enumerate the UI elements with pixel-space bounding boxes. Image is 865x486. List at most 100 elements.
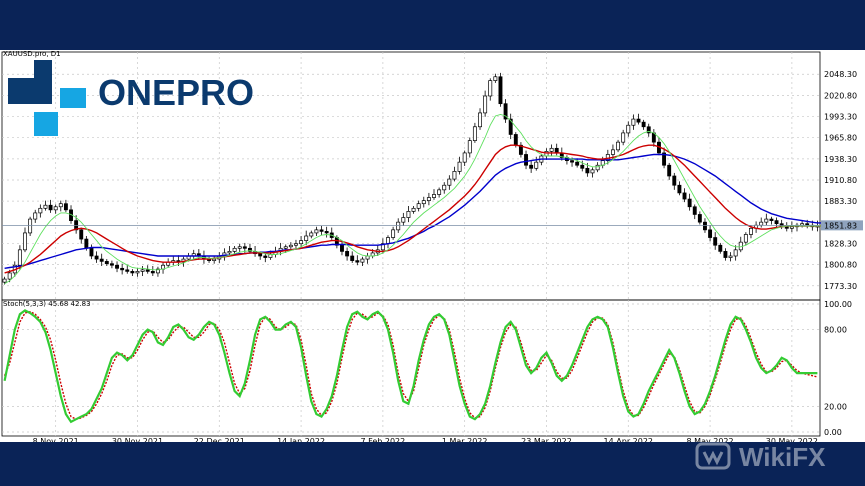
candle	[718, 242, 723, 254]
stoch-tick-label: 0.00	[824, 428, 842, 437]
candle	[125, 264, 130, 274]
candle	[294, 239, 298, 249]
candle	[462, 150, 467, 166]
candle-body	[406, 211, 411, 218]
price-axis: 2048.30 2020.80 1993.30 1965.80 1938.30 1910.…	[824, 70, 857, 291]
candle-body	[340, 244, 344, 252]
candle-body	[646, 126, 651, 134]
candle	[191, 249, 196, 260]
candle-body	[150, 271, 155, 274]
candle	[575, 158, 580, 168]
candle	[564, 155, 569, 165]
candle-body	[759, 221, 764, 226]
candle-body	[58, 203, 63, 208]
candle	[365, 252, 370, 264]
time-tick-label: 8 Nov 2021	[33, 437, 79, 442]
candle-body	[529, 164, 534, 169]
candle-body	[595, 164, 600, 171]
candle	[299, 236, 304, 248]
candle	[437, 187, 442, 198]
candle-body	[33, 212, 38, 220]
candle	[493, 73, 498, 83]
candle-body	[483, 95, 488, 114]
candle-body	[242, 246, 247, 249]
candle	[99, 253, 104, 266]
candle	[626, 121, 631, 137]
candle	[150, 266, 155, 276]
candle	[304, 230, 309, 246]
candle	[667, 162, 672, 180]
candle	[360, 256, 365, 266]
candle	[227, 246, 232, 256]
candle-body	[667, 164, 672, 177]
candle	[161, 262, 165, 274]
candle	[728, 252, 733, 262]
candle	[115, 261, 119, 273]
candle	[651, 129, 656, 147]
brand-logo: ONEPRO	[8, 60, 278, 140]
candle	[38, 204, 43, 218]
candle-body	[263, 255, 268, 258]
stochastic-lines	[3, 309, 818, 424]
candle-body	[478, 112, 482, 128]
candle	[104, 259, 109, 266]
candle-body	[534, 161, 539, 169]
candle	[53, 204, 58, 214]
candle-body	[258, 253, 263, 257]
candle	[28, 216, 33, 236]
candle-body	[610, 149, 615, 155]
candle-body	[135, 271, 140, 274]
candle-body	[309, 232, 314, 237]
brand-wordmark: ONEPRO	[98, 72, 254, 114]
candle	[534, 156, 539, 171]
price-tick-label: 2020.80	[824, 91, 857, 100]
candle-body	[467, 140, 472, 154]
candle	[324, 226, 329, 238]
candle-body	[636, 118, 641, 123]
candle-body	[493, 76, 498, 81]
candle-body	[38, 207, 43, 214]
candle	[769, 216, 774, 225]
candle-body	[391, 229, 396, 238]
grid	[1, 51, 821, 437]
candle	[447, 175, 452, 190]
ma-fast-line	[4, 114, 828, 285]
candle-body	[437, 189, 442, 195]
candle	[759, 217, 764, 228]
candle-body	[488, 80, 493, 97]
candle	[549, 144, 554, 156]
time-tick-label: 23 Mar 2022	[521, 437, 572, 442]
candle-body	[570, 160, 574, 163]
candle	[616, 139, 621, 153]
candle-body	[227, 251, 232, 254]
price-tick-label: 1910.80	[824, 176, 857, 185]
candle-body	[125, 269, 130, 272]
candle-body	[575, 161, 580, 166]
candle-body	[304, 235, 309, 241]
candle-body	[513, 134, 518, 146]
time-tick-label: 7 Feb 2022	[361, 437, 406, 442]
candle-body	[524, 154, 528, 166]
candle	[120, 263, 125, 275]
candle	[508, 113, 513, 140]
candle	[345, 247, 350, 261]
candle	[590, 167, 595, 178]
candle	[631, 114, 636, 130]
candle-body	[447, 178, 452, 186]
candle	[283, 244, 288, 253]
candle-body	[723, 251, 728, 258]
price-tick-label: 1883.30	[824, 197, 857, 206]
candle	[391, 226, 396, 240]
price-tick-label: 1828.30	[824, 239, 857, 248]
candle	[457, 156, 462, 175]
candle-body	[697, 214, 702, 223]
price-tick-label: 1965.80	[824, 134, 857, 143]
candle	[452, 166, 457, 182]
candle-body	[789, 226, 794, 229]
candle	[171, 256, 176, 266]
candle-body	[7, 272, 12, 280]
candle	[682, 188, 687, 203]
candle-body	[682, 192, 687, 200]
candle-body	[616, 141, 621, 151]
candle-body	[401, 217, 406, 223]
